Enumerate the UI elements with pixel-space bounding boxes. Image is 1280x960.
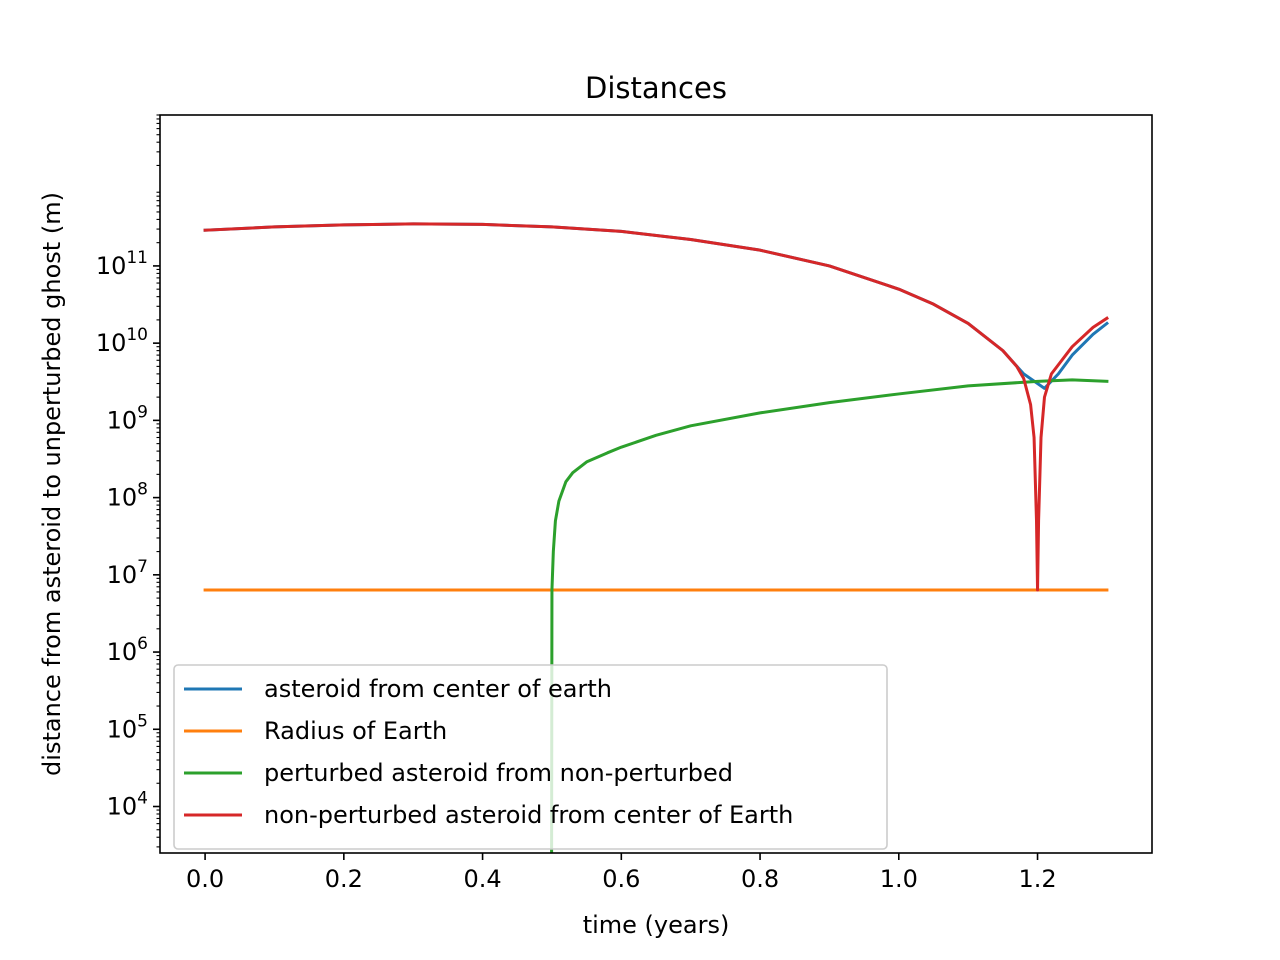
- y-tick-label: 108: [107, 480, 148, 512]
- y-tick-label: 109: [107, 402, 148, 434]
- x-tick-label: 0.0: [186, 865, 224, 893]
- y-tick-label: 1011: [96, 248, 148, 280]
- y-axis-title: distance from asteroid to unperturbed gh…: [38, 192, 66, 776]
- legend-label-4: non-perturbed asteroid from center of Ea…: [264, 801, 793, 829]
- x-tick-label: 1.2: [1018, 865, 1056, 893]
- y-tick-label: 104: [107, 789, 148, 821]
- plot-area: [203, 222, 1110, 853]
- legend: asteroid from center of earth Radius of E…: [173, 664, 888, 850]
- legend-label-3: perturbed asteroid from non-perturbed: [264, 759, 733, 787]
- x-tick-label: 0.2: [325, 865, 363, 893]
- series-line-4: [203, 222, 1109, 592]
- x-tick-label: 0.8: [741, 865, 779, 893]
- series-line-3: [550, 378, 1109, 853]
- x-axis-title: time (years): [583, 911, 730, 939]
- chart-title: Distances: [585, 71, 727, 105]
- legend-label-2: Radius of Earth: [264, 717, 447, 745]
- y-tick-label: 1010: [96, 325, 148, 357]
- axes-frame: [159, 114, 1153, 854]
- y-tick-label: 106: [107, 634, 148, 666]
- x-tick-label: 1.0: [880, 865, 918, 893]
- axes: 0.0 0.2 0.4 0.6 0.8 1.0 1.2 104 105 106 107 108 109 1…: [96, 114, 1153, 893]
- series-group: [203, 222, 1110, 853]
- legend-box: [173, 664, 888, 850]
- y-tick-label: 107: [107, 557, 148, 589]
- x-tick-label: 0.6: [602, 865, 640, 893]
- legend-label-1: asteroid from center of earth: [264, 675, 612, 703]
- x-tick-label: 0.4: [463, 865, 501, 893]
- y-tick-label: 105: [107, 711, 148, 743]
